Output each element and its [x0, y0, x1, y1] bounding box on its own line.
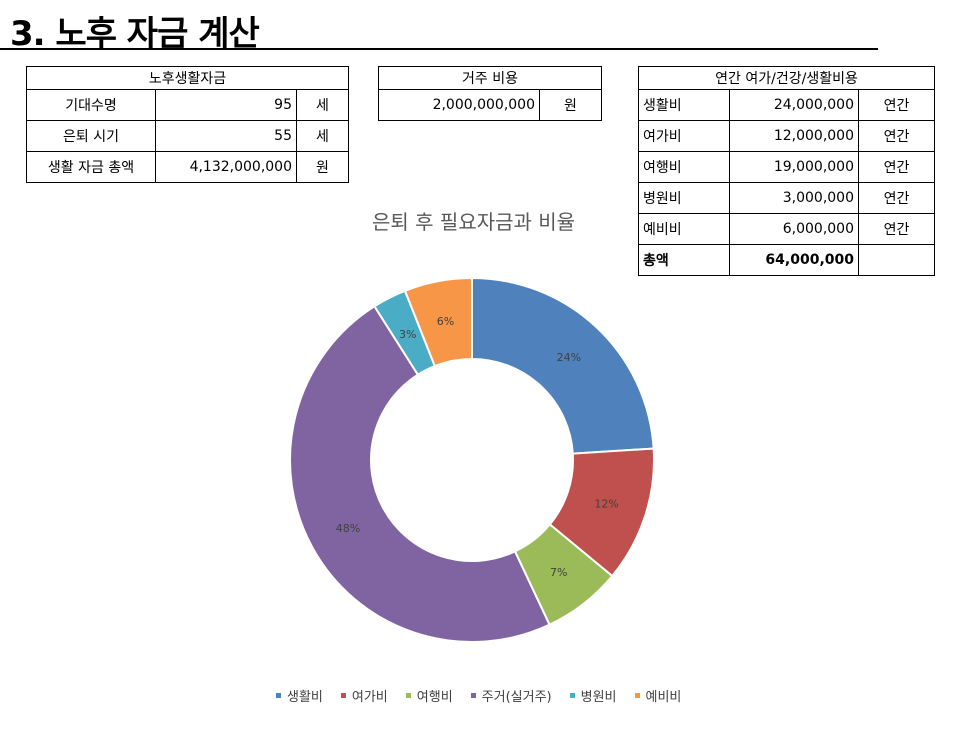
- legend-label: 주거(실거주): [481, 690, 552, 705]
- slice-data-label: 7%: [550, 566, 567, 579]
- row-unit: 연간: [858, 213, 935, 245]
- title-divider: [0, 48, 878, 50]
- row-label: 예비비: [638, 213, 730, 245]
- row-label: 은퇴 시기: [26, 120, 156, 152]
- row-unit: 연간: [858, 182, 935, 214]
- table-row: 생활 자금 총액 4,132,000,000 원: [26, 151, 349, 183]
- table-row: 여가비 12,000,000 연간: [638, 120, 935, 152]
- row-unit: 세: [296, 89, 349, 121]
- total-unit-empty: [858, 244, 935, 276]
- legend-label: 병원비: [580, 690, 617, 705]
- donut-slice-4: [289, 304, 551, 643]
- table-row: 예비비 6,000,000 연간: [638, 213, 935, 245]
- legend-swatch: [569, 693, 575, 698]
- legend-item: 병원비: [569, 686, 617, 705]
- legend-swatch: [634, 693, 640, 698]
- row-unit: 세: [296, 120, 349, 152]
- row-value: 4,132,000,000: [155, 151, 297, 183]
- slice-data-label: 3%: [399, 328, 416, 341]
- total-row: 총액 64,000,000: [638, 244, 935, 276]
- row-unit: 연간: [858, 120, 935, 152]
- row-unit: 원: [296, 151, 349, 183]
- annual-table-header: 연간 여가/건강/생활비용: [638, 66, 935, 90]
- retirement-fund-table: 노후생활자금 기대수명 95 세 은퇴 시기 55 세 생활 자금 총액 4,1…: [26, 66, 349, 183]
- legend-item: 생활비: [276, 686, 323, 705]
- chart-legend: 생활비 여가비 여행비 주거(실거주) 병원비 예비비: [276, 686, 681, 705]
- total-value: 64,000,000: [729, 244, 859, 276]
- legend-swatch: [340, 693, 346, 698]
- row-value: 19,000,000: [729, 151, 859, 183]
- table-row: 은퇴 시기 55 세: [26, 120, 349, 152]
- slice-data-label: 48%: [336, 522, 360, 535]
- table-row: 생활비 24,000,000 연간: [638, 89, 935, 121]
- row-label: 여가비: [638, 120, 730, 152]
- legend-item: 주거(실거주): [470, 686, 552, 705]
- annual-cost-table: 연간 여가/건강/생활비용 생활비 24,000,000 연간 여가비 12,0…: [638, 66, 935, 276]
- row-label: 생활 자금 총액: [26, 151, 156, 183]
- chart-title: 은퇴 후 필요자금과 비율: [372, 210, 576, 234]
- row-value: 24,000,000: [729, 89, 859, 121]
- legend-item: 예비비: [634, 686, 682, 705]
- slice-data-label: 12%: [594, 498, 618, 511]
- row-unit: 연간: [858, 151, 935, 183]
- legend-swatch: [276, 693, 281, 698]
- legend-swatch: [470, 693, 476, 698]
- table-row: 여행비 19,000,000 연간: [638, 151, 935, 183]
- row-value: 3,000,000: [729, 182, 859, 214]
- row-value: 55: [155, 120, 297, 152]
- slice-data-label: 6%: [437, 315, 454, 328]
- housing-value: 2,000,000,000: [378, 89, 540, 121]
- housing-unit: 원: [539, 89, 602, 121]
- row-value: 6,000,000: [729, 213, 859, 245]
- row-unit: 연간: [858, 89, 935, 121]
- table-row: 기대수명 95 세: [26, 89, 349, 121]
- donut-slice-6: [403, 276, 473, 368]
- page-title: 3. 노후 자금 계산: [10, 14, 260, 54]
- legend-swatch: [405, 693, 411, 698]
- housing-cost-table: 거주 비용 2,000,000,000 원: [378, 66, 602, 121]
- legend-item: 여가비: [340, 686, 388, 705]
- legend-label: 여행비: [416, 690, 453, 705]
- legend-label: 여가비: [351, 690, 388, 705]
- table-row: 2,000,000,000 원: [378, 89, 602, 121]
- donut-slice-1: [471, 276, 655, 455]
- row-label: 여행비: [638, 151, 730, 183]
- legend-label: 예비비: [645, 690, 682, 705]
- legend-label: 생활비: [287, 690, 323, 705]
- legend-item: 여행비: [405, 686, 453, 705]
- slice-data-label: 24%: [557, 351, 581, 364]
